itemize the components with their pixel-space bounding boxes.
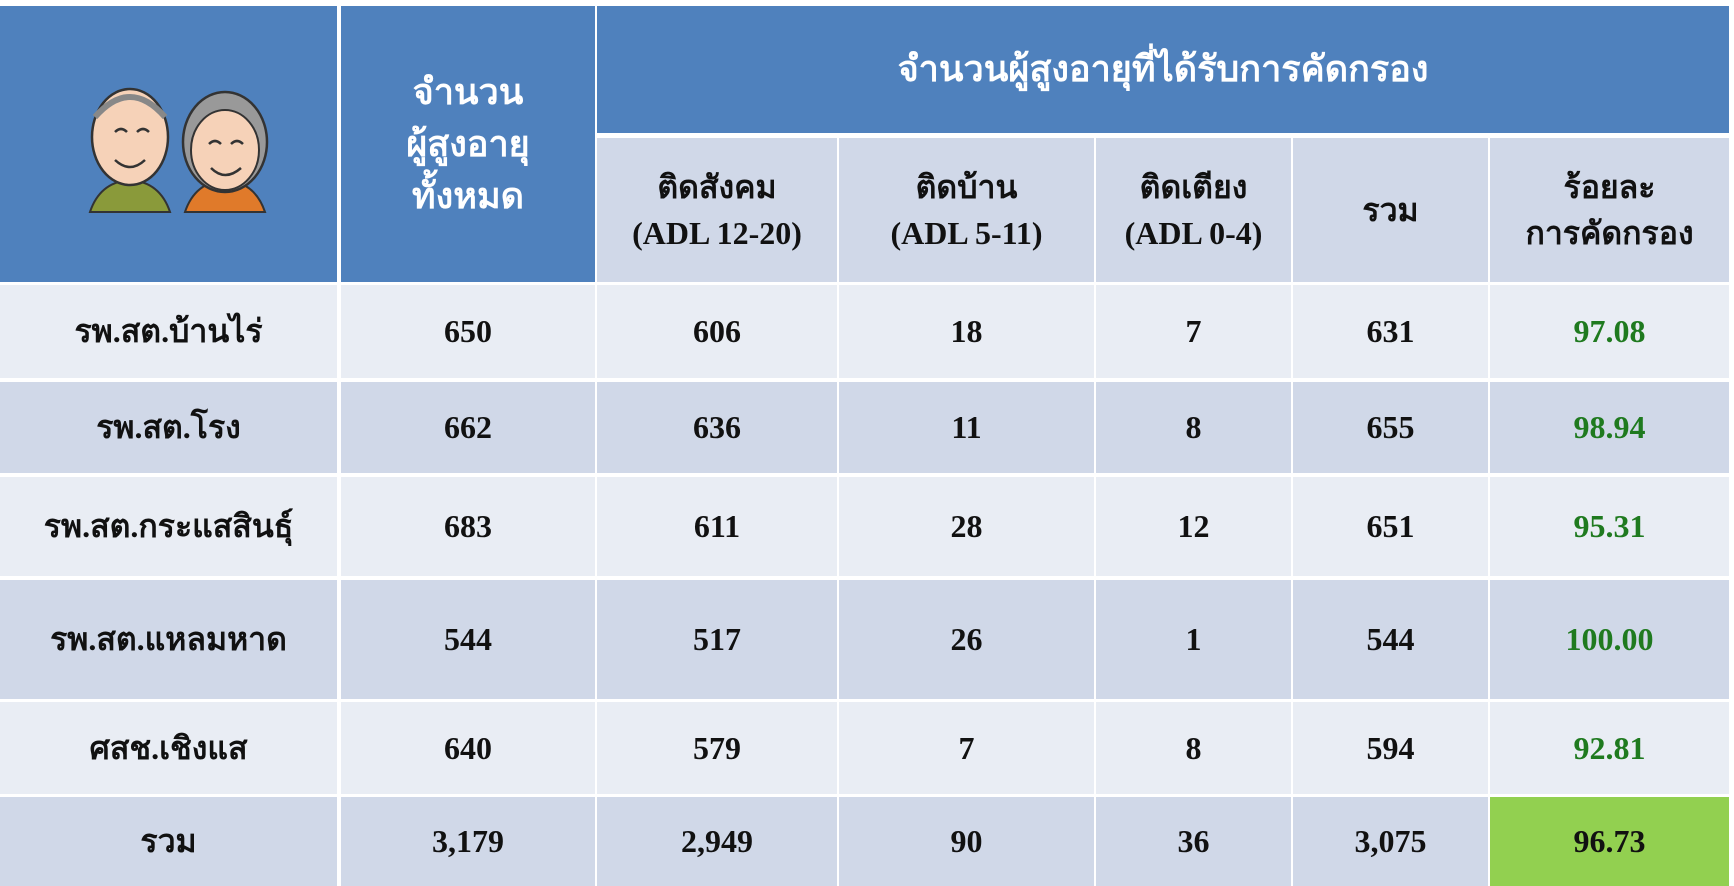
table-cell: 655: [1293, 382, 1488, 473]
header-column: รวม: [1293, 138, 1488, 282]
table-cell: 18: [839, 285, 1094, 378]
table-cell: 95.31: [1490, 477, 1729, 576]
table-cell: 12: [1096, 477, 1291, 576]
row-label: รวม: [0, 797, 337, 886]
table-cell: 683: [341, 477, 595, 576]
table-cell: 8: [1096, 702, 1291, 794]
table-cell: 8: [1096, 382, 1291, 473]
table-cell: 90: [839, 797, 1094, 886]
table-cell: 2,949: [597, 797, 837, 886]
table-cell: 28: [839, 477, 1094, 576]
header-column: ร้อยละ การคัดกรอง: [1490, 138, 1729, 282]
table-cell: 662: [341, 382, 595, 473]
header-total: จำนวน ผู้สูงอายุ ทั้งหมด: [341, 6, 595, 282]
page: (() => { const data = JSON.parse(documen…: [0, 0, 1734, 886]
row-label: รพ.สต.บ้านไร่: [0, 285, 337, 378]
row-label: รพ.สต.แหลมหาด: [0, 580, 337, 699]
table-cell: 7: [1096, 285, 1291, 378]
table-cell: 26: [839, 580, 1094, 699]
table-cell: 594: [1293, 702, 1488, 794]
table-cell: 640: [341, 702, 595, 794]
table-cell: 100.00: [1490, 580, 1729, 699]
header-column: ติดบ้าน (ADL 5-11): [839, 138, 1094, 282]
grandpa: [90, 89, 170, 212]
row-label: ศสช.เชิงแส: [0, 702, 337, 794]
header-column: ติดเตียง (ADL 0-4): [1096, 138, 1291, 282]
table-cell: 96.73: [1490, 797, 1729, 886]
table-cell: 97.08: [1490, 285, 1729, 378]
header-group: จำนวนผู้สูงอายุที่ได้รับการคัดกรอง: [597, 6, 1729, 133]
table-cell: 606: [597, 285, 837, 378]
table-cell: 579: [597, 702, 837, 794]
table-cell: 92.81: [1490, 702, 1729, 794]
table-cell: 636: [597, 382, 837, 473]
table-cell: 544: [1293, 580, 1488, 699]
header-column: ติดสังคม (ADL 12-20): [597, 138, 837, 282]
row-label: รพ.สต.โรง: [0, 382, 337, 473]
table-cell: 3,179: [341, 797, 595, 886]
table-cell: 544: [341, 580, 595, 699]
table-cell: 36: [1096, 797, 1291, 886]
table-cell: 1: [1096, 580, 1291, 699]
row-label: รพ.สต.กระแสสินธุ์: [0, 477, 337, 576]
table-cell: 11: [839, 382, 1094, 473]
table-cell: 611: [597, 477, 837, 576]
table-cell: 98.94: [1490, 382, 1729, 473]
table-cell: 3,075: [1293, 797, 1488, 886]
grandma: [183, 92, 267, 212]
table-cell: 651: [1293, 477, 1488, 576]
table-cell: 631: [1293, 285, 1488, 378]
table-cell: 650: [341, 285, 595, 378]
table-cell: 7: [839, 702, 1094, 794]
elderly-icon: [45, 62, 305, 222]
table-cell: 517: [597, 580, 837, 699]
